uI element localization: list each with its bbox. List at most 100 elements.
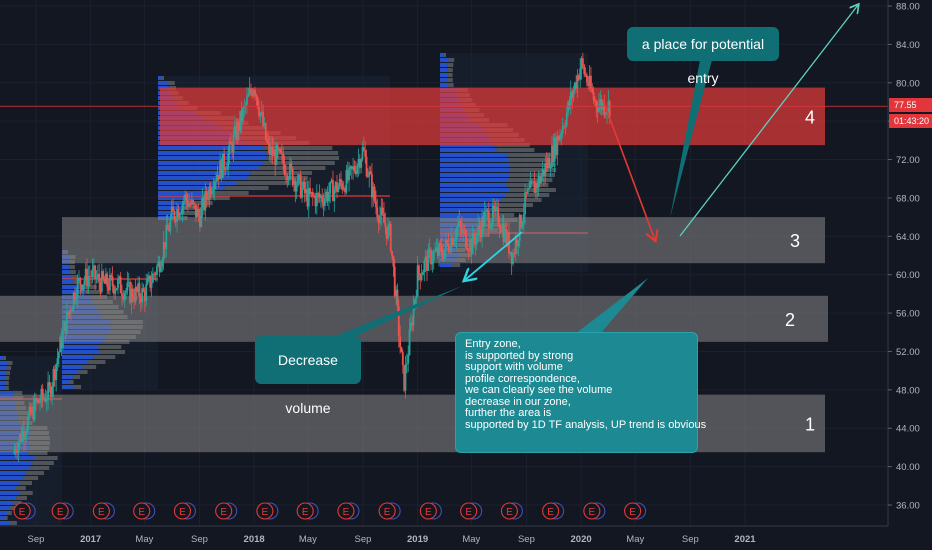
candle-body [141,288,144,303]
candle-body [520,214,522,228]
time-tick-label: Sep [191,534,208,545]
candle-body [287,179,290,181]
volume-profile-bar-down [509,163,556,167]
earnings-marker [51,502,69,520]
candle-body [266,139,269,143]
earnings-marker [460,502,478,520]
candle-body [490,223,493,228]
candle-body [192,200,195,204]
volume-profile-bar-up [440,183,506,187]
candle-body [600,99,603,110]
volume-profile-bar-up [158,181,237,185]
decrease-volume-callout: Decrease volume [255,336,361,416]
volume-profile-bar-up [0,381,6,385]
zone-4-band [160,87,825,146]
entry-zone-callout-line: we can clearly see the volume [465,384,613,396]
candle-body [353,166,356,172]
candle-body [178,214,181,218]
candle-body [246,96,248,105]
candle-body [428,248,431,250]
candle-body [227,154,230,169]
candle-body [547,157,549,169]
candle-body [486,210,489,212]
candle-body [319,196,322,198]
candle-body [576,75,579,89]
candle-body [92,265,95,270]
candle-body [13,449,16,454]
candle-body [189,203,192,205]
candle-body [113,286,115,294]
candle-body [529,181,532,188]
candle-body [568,101,571,106]
candle-body [409,322,412,330]
candle-body [396,289,399,307]
candle-body [513,253,516,255]
candle-body [385,227,388,239]
candle-body [270,146,273,155]
entry-zone-callout-line: supported by 1D TF analysis, UP trend is… [465,418,707,431]
candle-body [443,250,446,260]
volume-profile-bar-down [70,270,76,274]
candle-body [448,250,451,252]
volume-profile-bar-down [97,345,122,349]
candle-body [375,200,377,208]
candle-body [419,273,422,281]
time-tick-label: May [626,534,644,545]
candle-body [379,215,381,224]
zone-1-label: 1 [805,414,815,434]
candle-body [478,225,481,230]
zone-4-label: 4 [805,107,815,127]
price-axis-panel [888,0,932,550]
candle-body [274,149,277,165]
candle-body [603,102,606,115]
candle-body [217,174,220,180]
volume-profile-bar-down [5,386,9,390]
candle-body [196,208,199,218]
candle-body [199,215,201,227]
candle-body [60,336,63,348]
candle-body [239,110,242,131]
volume-profile-bar-down [201,196,230,200]
volume-profile-bar-down [12,501,22,505]
volume-profile-bar-up [158,156,267,160]
candle-body [575,82,578,89]
candle-body [532,181,535,183]
candle-body [207,198,209,201]
candle-body [63,321,66,331]
candle-body [528,187,531,189]
earnings-marker-label: E [384,507,391,518]
volume-profile-bar-up [0,471,27,475]
earnings-marker [542,502,560,520]
candle-body [70,310,72,312]
candle-body [61,330,64,348]
price-tick-label: 72.00 [896,155,920,166]
candle-body [524,192,526,215]
candle-body [549,167,552,169]
candle-body [400,347,403,353]
entry-callout: a place for potential entry [627,27,779,86]
candle-body [498,224,501,229]
candle-body [372,186,375,198]
candle-body [119,276,122,294]
price-tick-label: 80.00 [896,78,920,89]
candle-body [75,297,78,300]
candle-body [135,287,138,292]
entry-zone-callout-line: support with volume [465,361,563,373]
candle-body [466,247,469,251]
candle-body [259,112,262,116]
candle-body [96,273,99,278]
volume-profile-bar-up [158,151,267,155]
candle-body [392,255,395,267]
volume-profile-bar-down [69,265,75,269]
volume-profile-bar-down [266,156,339,160]
candle-body [293,180,295,185]
volume-profile-bar-down [93,355,116,359]
candle-body [82,284,84,291]
candle-body [275,145,278,165]
candle-body [336,182,338,192]
price-tick-label: 48.00 [896,385,920,396]
candle-body [99,281,102,292]
candle-body [181,204,184,214]
